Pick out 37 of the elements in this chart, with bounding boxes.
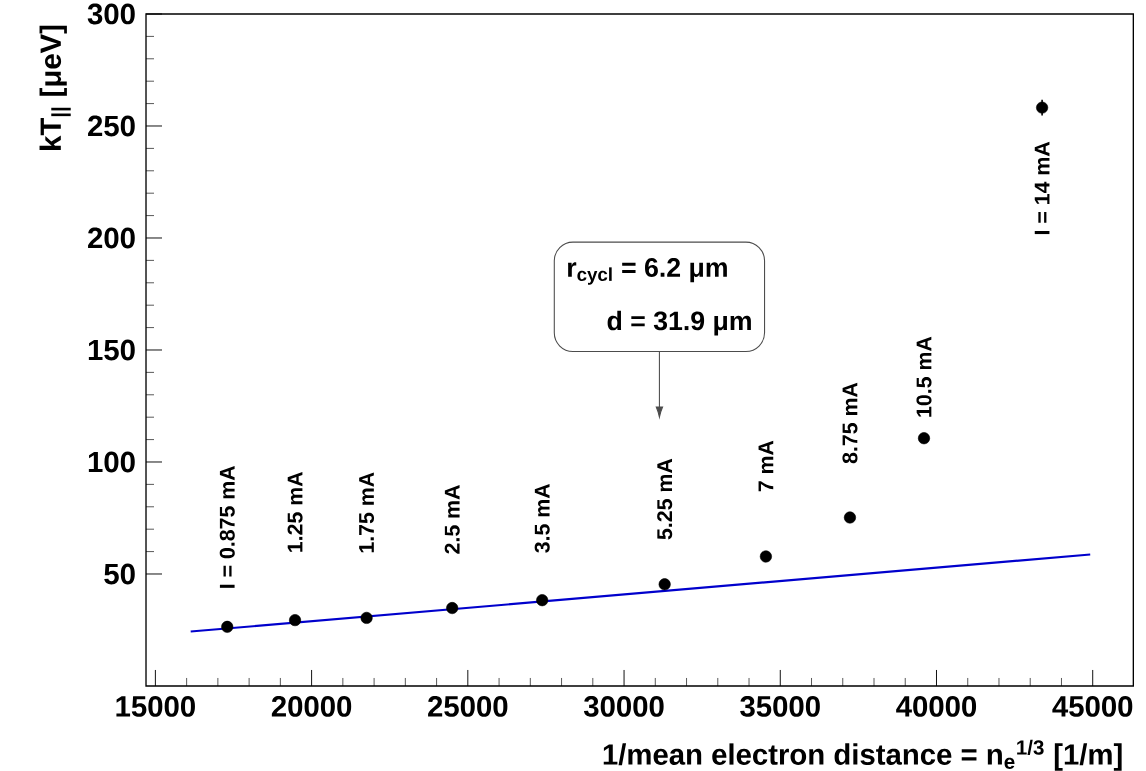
x-tick-label: 45000 [1052, 696, 1133, 717]
point [843, 511, 856, 524]
point [1036, 101, 1049, 114]
point [221, 620, 234, 633]
x-tick-label: 15000 [116, 696, 195, 717]
annotation: d = 31.9 μm [607, 310, 751, 336]
annotation: I = 14 mA [1034, 141, 1050, 235]
x-tick-label: 40000 [896, 696, 977, 717]
x-tick-label: 30000 [583, 696, 664, 717]
point [446, 602, 459, 615]
point [360, 611, 373, 624]
point [759, 550, 772, 563]
point [658, 578, 671, 591]
annotation: 8.75 mA [842, 382, 858, 464]
annotation: 2.5 mA [444, 485, 460, 554]
x-tick-label: 25000 [428, 696, 508, 717]
annotation: 1.25 mA [287, 471, 303, 552]
y-tick-label: 200 [88, 227, 135, 249]
y-tick-label: 100 [88, 451, 135, 473]
y-axis-title: kT$_{||}$ [μeV] [39, 25, 71, 150]
annotation: r$_{cycl}$ = 6.2 μm [568, 258, 727, 285]
point [289, 614, 302, 627]
point [536, 594, 549, 607]
annotation: 3.5 mA [534, 483, 550, 553]
point [917, 432, 930, 445]
x-tick-label: 20000 [271, 696, 352, 717]
x-tick-label: 35000 [740, 696, 820, 717]
x-axis-title: 1/mean electron distance = n$_{e}$$^{1/3}$ [1/m] [603, 739, 1122, 771]
annotation: 7 mA [758, 440, 774, 492]
y-tick-label: 250 [88, 115, 135, 137]
y-tick-label: 50 [104, 563, 135, 585]
annotation: 1.75 mA [359, 472, 375, 553]
annotation: 10.5 mA [916, 336, 932, 417]
y-tick-label: 300 [87, 3, 135, 25]
annotation: I = 0.875 mA [219, 465, 235, 588]
annotation: 5.25 mA [657, 458, 673, 540]
y-tick-label: 150 [88, 339, 135, 361]
